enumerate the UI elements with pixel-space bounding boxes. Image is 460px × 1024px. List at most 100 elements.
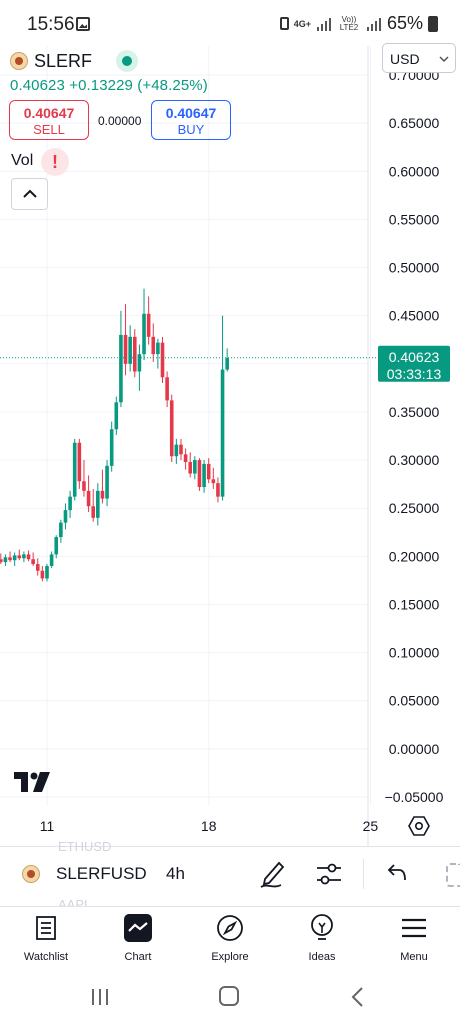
candle-body (82, 481, 86, 491)
battery-percent: 65% (386, 13, 423, 33)
back-icon[interactable] (350, 986, 364, 1008)
toolbar-symbol[interactable]: SLERFUSD (56, 864, 147, 883)
candle-body (63, 510, 68, 523)
candle-body (202, 463, 206, 488)
candle-body (100, 490, 105, 499)
nav-chart-label: Chart (124, 951, 152, 963)
symbol-coin-icon (22, 865, 40, 883)
symbol-toolbar: ETHUSD AAPL SLERFUSD 4h (0, 839, 460, 912)
candle-body (26, 554, 31, 560)
y-tick-label: 0.50000 (389, 260, 440, 276)
volume-warning-icon[interactable]: ! (41, 148, 69, 176)
chart-icon (124, 914, 152, 942)
candle-body (206, 463, 211, 480)
nav-menu[interactable]: Menu (368, 913, 460, 963)
candle-body (86, 490, 91, 507)
collapse-legend-button[interactable] (11, 178, 48, 210)
y-tick-label: 0.05000 (389, 693, 440, 709)
candle-body (17, 555, 22, 559)
nav-watchlist-label: Watchlist (23, 951, 69, 963)
candle-body (8, 557, 12, 561)
drawing-tools-icon[interactable] (259, 859, 287, 889)
nav-explore-label: Explore (211, 951, 249, 963)
candle-body (188, 461, 193, 474)
candle-body (197, 460, 202, 488)
hamburger-icon (402, 918, 426, 938)
candles (0, 288, 229, 582)
currency-select[interactable]: USD (382, 43, 456, 73)
nav-ideas[interactable]: Ideas (276, 913, 368, 963)
chevron-down-icon (439, 56, 449, 62)
candle-body (142, 313, 146, 355)
status-right: 4G+ Vo)) LTE2 65% (279, 13, 438, 34)
candle-body (128, 336, 132, 364)
candle-body (40, 570, 45, 579)
y-tick-label: 0.00000 (389, 741, 440, 757)
candle-body (59, 522, 63, 538)
ghost-symbol-top: ETHUSD (58, 839, 112, 854)
bottom-navigation: Watchlist Chart Explore Ideas Menu (0, 906, 460, 972)
y-tick-label: 0.20000 (389, 548, 440, 564)
price-chart[interactable]: 0.700000.650000.600000.550000.500000.450… (0, 46, 460, 846)
status-bar: 15:56 4G+ Vo)) LTE2 65% (0, 0, 460, 46)
nav-menu-label: Menu (400, 951, 428, 963)
chevron-up-icon (23, 189, 37, 198)
chart-settings-icon[interactable] (408, 816, 430, 836)
y-tick-label: 0.30000 (389, 452, 440, 468)
candle-body (72, 442, 77, 497)
market-open-icon[interactable] (116, 50, 139, 72)
system-navigation-bar (0, 972, 460, 1024)
network-type-2: Vo)) LTE2 (339, 14, 359, 32)
network-type: 4G+ (293, 18, 311, 29)
candle-body (77, 442, 82, 482)
candle-body (225, 358, 229, 370)
x-tick-label: 18 (201, 818, 217, 834)
buy-button[interactable]: 0.40647 BUY (151, 100, 231, 140)
chart-grid (0, 46, 371, 846)
volume-indicator-label[interactable]: Vol (11, 152, 34, 169)
symbol-header[interactable]: SLERF (10, 50, 139, 72)
y-tick-label: −0.05000 (385, 789, 444, 805)
last-price-label: 0.40623 (389, 349, 440, 365)
y-tick-label: 0.15000 (389, 596, 440, 612)
y-tick-label: 0.10000 (389, 645, 440, 661)
candle-body (109, 429, 114, 466)
x-tick-label: 11 (40, 818, 55, 834)
home-icon[interactable] (219, 986, 239, 1006)
currency-value: USD (390, 51, 420, 67)
nav-chart[interactable]: Chart (92, 913, 184, 963)
sell-button[interactable]: 0.40647 SELL (9, 100, 89, 140)
candle-body (114, 402, 119, 430)
countdown-label: 03:33:13 (387, 366, 442, 382)
quote-line: 0.40623 +0.13229 (+48.25%) (10, 77, 208, 94)
status-time: 15:56 (27, 14, 75, 35)
candle-body (179, 444, 183, 455)
x-tick-label: 25 (363, 818, 379, 834)
recent-apps-icon[interactable] (90, 988, 110, 1006)
tradingview-logo[interactable] (14, 772, 52, 794)
candle-body (160, 342, 165, 378)
candle-body (220, 369, 225, 497)
candle-body (12, 555, 17, 561)
candle-body (45, 565, 49, 579)
undo-icon[interactable] (386, 861, 408, 883)
nav-watchlist[interactable]: Watchlist (0, 913, 92, 963)
nav-explore[interactable]: Explore (184, 913, 276, 963)
y-tick-label: 0.65000 (389, 115, 440, 131)
sim-icon (279, 17, 289, 30)
y-tick-label: 0.55000 (389, 211, 440, 227)
more-tools-icon[interactable] (446, 863, 460, 887)
indicators-icon[interactable] (316, 861, 342, 887)
toolbar-interval[interactable]: 4h (166, 864, 185, 883)
candle-body (174, 444, 179, 457)
candle-body (96, 490, 100, 518)
symbol-name[interactable]: SLERF (34, 50, 93, 71)
buy-price: 0.40647 (165, 105, 217, 121)
candle-body (3, 557, 8, 563)
candle-body (165, 377, 169, 401)
sell-price: 0.40647 (23, 105, 75, 121)
signal-icon (316, 17, 332, 31)
price-change-pct: (+48.25%) (137, 77, 208, 94)
compass-icon (217, 915, 243, 941)
y-tick-label: 0.25000 (389, 500, 440, 516)
